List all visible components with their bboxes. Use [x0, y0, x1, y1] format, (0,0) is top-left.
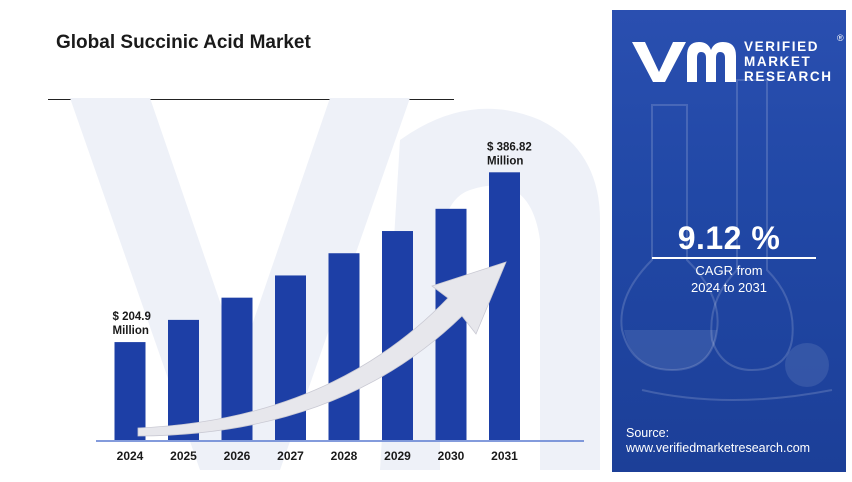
- cagr-value: 9.12 %: [677, 220, 781, 256]
- bar-2025: [168, 319, 199, 440]
- x-tick-label-2029: 2029: [384, 449, 411, 463]
- bar-2031: [489, 172, 520, 440]
- cagr-caption-line-2: 2024 to 2031: [691, 280, 767, 295]
- trend-arrow: [137, 261, 507, 437]
- bar-chart: 2024 2025 2026 2027 2028 2029 2030 2031 $ 204.9…: [70, 98, 600, 470]
- x-tick-label-2030: 2030: [438, 449, 465, 463]
- brand-logo: VERIFIED MARKET RESEARCH ®: [632, 33, 844, 92]
- bar-2024: [114, 342, 146, 440]
- brand-name-line-3: RESEARCH: [744, 69, 833, 84]
- data-label-2024-line-2: Million: [113, 325, 149, 337]
- data-label-2031-line-2: Million: [487, 155, 523, 167]
- bar-2028: [328, 253, 360, 440]
- source-label: Source:: [626, 426, 670, 440]
- cagr-caption-line-1: CAGR from: [695, 263, 763, 278]
- x-tick-label-2025: 2025: [170, 449, 197, 463]
- registered-mark: ®: [837, 33, 844, 43]
- x-tick-label-2026: 2026: [224, 449, 251, 463]
- x-tick-label-2024: 2024: [117, 449, 144, 463]
- data-label-2024-line-1: $ 204.9: [113, 311, 151, 323]
- flask-background-icon: [620, 79, 833, 401]
- data-label-2031-line-1: $ 386.82: [487, 141, 532, 153]
- vmr-logo-icon: [632, 42, 736, 82]
- source-url: www.verifiedmarketresearch.com: [626, 441, 811, 455]
- x-tick-label-2027: 2027: [277, 449, 304, 463]
- title-underline: [48, 99, 454, 100]
- brand-name-line-2: MARKET: [744, 54, 812, 69]
- x-tick-label-2028: 2028: [331, 449, 358, 463]
- watermark-logo: [70, 98, 600, 470]
- summary-panel: VERIFIED MARKET RESEARCH ® 9.12 % CAGR f…: [612, 10, 846, 472]
- brand-name-line-1: VERIFIED: [744, 39, 820, 54]
- chart-area: Global Succinic Acid Market 2024 2025 2026…: [48, 32, 600, 470]
- cagr-divider: [652, 257, 816, 259]
- chart-title: Global Succinic Acid Market: [56, 32, 311, 53]
- x-tick-label-2031: 2031: [491, 449, 518, 463]
